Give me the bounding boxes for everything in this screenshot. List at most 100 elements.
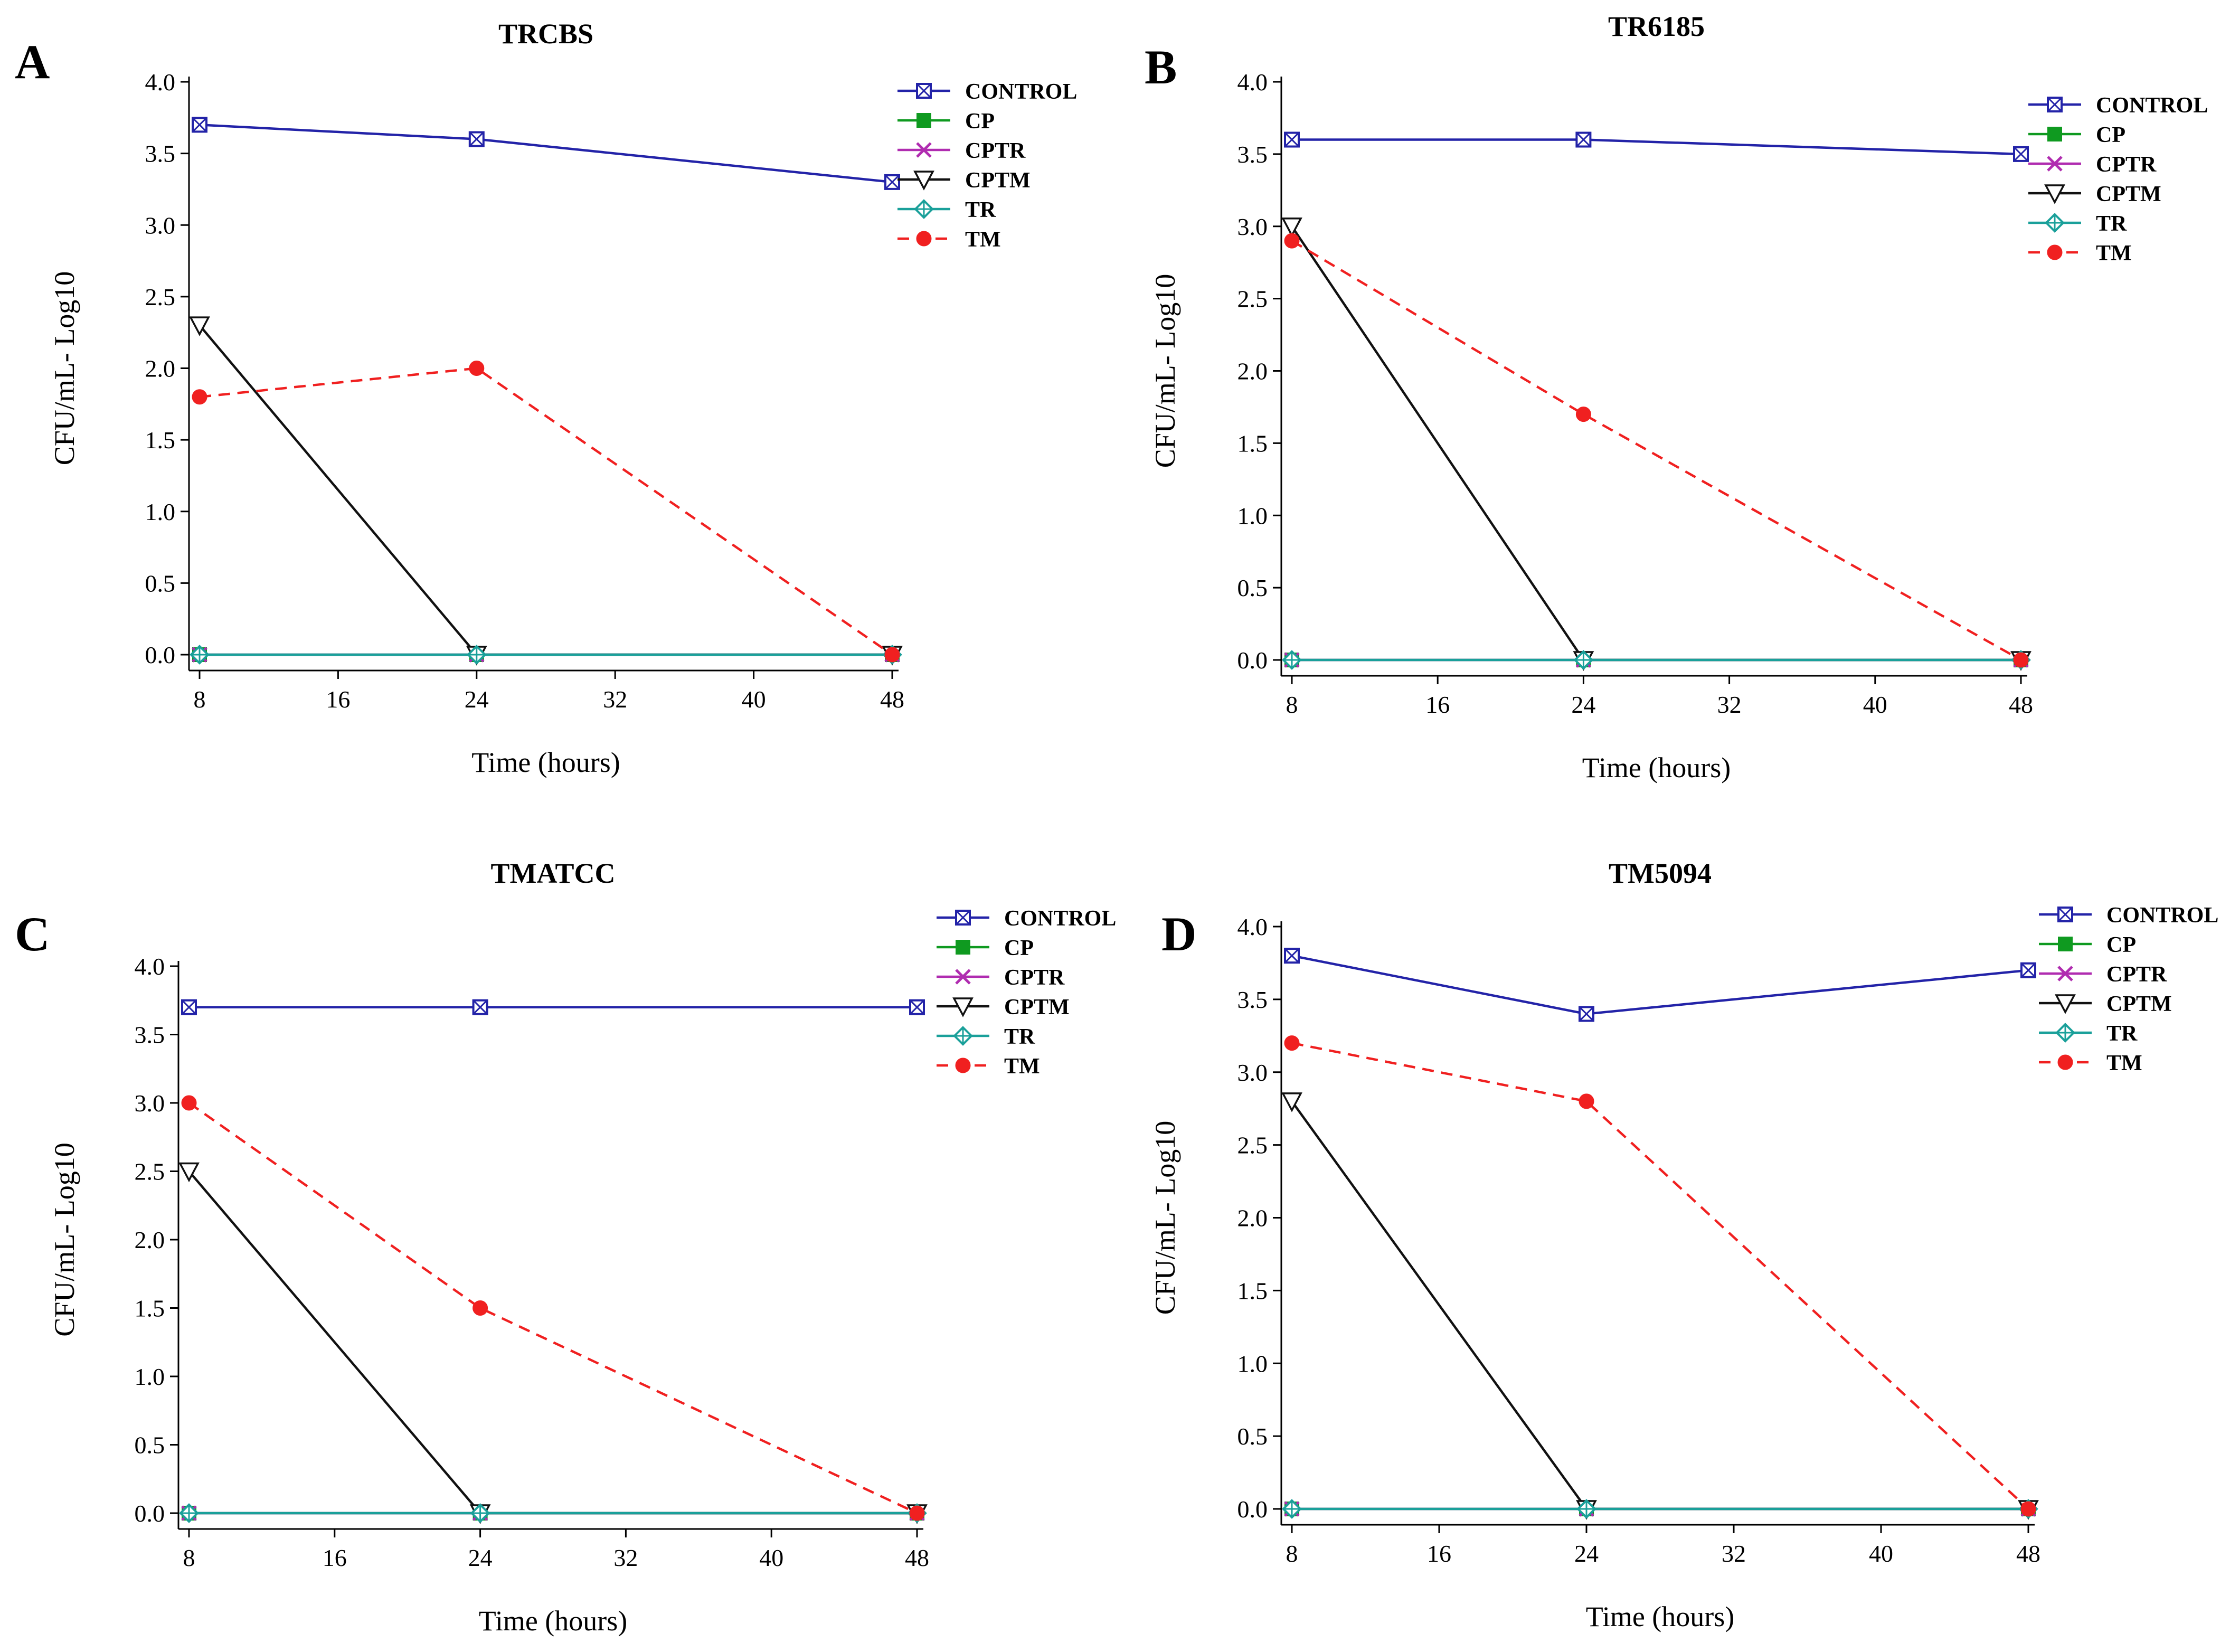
- panel-b-series-tr-point-24-plus: [1575, 652, 1592, 668]
- panel-a-series-tr-point-24-plus: [468, 646, 485, 663]
- panel-c-legend-marker-tr-plus: [955, 1027, 971, 1044]
- panel-a-legend-marker-tm: [916, 231, 932, 247]
- panel-a-x-tick-label: 32: [603, 686, 627, 713]
- panel-a-series-tm-point-24: [469, 361, 485, 376]
- panel-b-x-tick-label: 24: [1571, 691, 1595, 718]
- panel-b-x-axis-label: Time (hours): [1582, 752, 1731, 783]
- panel-b-letter: B: [1145, 40, 1177, 94]
- panel-c-legend-marker-cp: [956, 940, 970, 955]
- panel-d-y-tick-label: 4.0: [1237, 913, 1268, 940]
- panel-b-legend-label-control: CONTROL: [2096, 93, 2208, 118]
- panel-a-series-cptm-point-8: [189, 316, 210, 336]
- panel-b-legend-marker-cptr: [2047, 156, 2063, 172]
- panel-d-x-axis-label: Time (hours): [1586, 1601, 1735, 1632]
- panel-b-legend-marker-tm: [2047, 244, 2063, 260]
- panel-c-legend-label-cp: CP: [1004, 936, 1034, 960]
- panel-c-series-control-point-24-cross: [473, 999, 488, 1015]
- panel-d-legend-marker-tr-plus: [2057, 1024, 2074, 1041]
- panel-a-title: TRCBS: [498, 18, 593, 50]
- panel-c-legend-label-cptm: CPTM: [1004, 995, 1070, 1019]
- panel-d-y-tick-label: 1.5: [1237, 1277, 1268, 1304]
- panel-a-legend-marker-cp: [916, 113, 931, 128]
- panel-a-y-tick-label: 0.5: [145, 570, 176, 597]
- panel-d-y-tick-label: 2.0: [1237, 1205, 1268, 1232]
- panel-c-y-tick-label: 0.0: [135, 1500, 165, 1527]
- panel-c-series-tr-point-24-plus: [471, 1505, 489, 1522]
- panel-c-x-tick-label: 24: [468, 1544, 493, 1571]
- panel-d-y-tick-label: 1.0: [1237, 1350, 1268, 1377]
- panel-d-legend-label-cp: CP: [2106, 933, 2136, 957]
- panel-b-legend-label-cptm: CPTM: [2096, 182, 2161, 206]
- panel-d-y-tick-label: 3.5: [1237, 986, 1268, 1013]
- panel-b-series-cptm-point-8: [1281, 218, 1302, 238]
- panel-a-series-control-line: [199, 124, 893, 184]
- panel-c: C TMATCC 0.0 0.5 1.0 1.5 2.0 2.5 3.0 3.5 4.0 8 16 24 3…: [15, 857, 1116, 1637]
- panel-c-x-axis-label: Time (hours): [479, 1605, 628, 1637]
- panel-b-x-tick-label: 8: [1286, 691, 1298, 718]
- panel-a-legend-label-cp: CP: [965, 109, 995, 134]
- panel-d-legend: CONTROL CP CPTR CPTM TR TM: [2039, 903, 2218, 1075]
- panel-a-series-control-point-24-cross: [469, 131, 484, 147]
- panel-c-x-tick-label: 8: [183, 1544, 195, 1571]
- panel-b-legend-marker-tr-plus: [2046, 214, 2063, 231]
- panel-c-y-tick-label: 1.0: [135, 1363, 165, 1390]
- panel-a-series-control-point-48-cross: [884, 174, 900, 190]
- panel-d-series-tm-point-8: [1284, 1035, 1300, 1051]
- panel-a-legend-marker-cptm: [913, 171, 934, 191]
- panel-d-title: TM5094: [1609, 857, 1712, 889]
- panel-b-series-tr-point-8-plus: [1283, 652, 1300, 668]
- panel-a-series-tr: [190, 645, 902, 665]
- panel-c-x-tick-label: 16: [323, 1544, 347, 1571]
- panel-d-legend-label-tm: TM: [2106, 1051, 2142, 1075]
- panel-d-x-tick-label: 24: [1574, 1540, 1599, 1567]
- panel-c-series-control-point-48-cross: [909, 999, 925, 1015]
- panel-d-legend-label-tr: TR: [2106, 1022, 2138, 1046]
- panel-c-series-tm-point-48: [909, 1505, 925, 1521]
- panel-d-series-control-line: [1291, 954, 2029, 1015]
- panel-b-legend-label-cp: CP: [2096, 123, 2125, 147]
- panel-c-series-cptm: [178, 1162, 928, 1524]
- panel-c-x-tick-label: 40: [759, 1544, 783, 1571]
- panel-d-y-tick-label: 2.5: [1237, 1132, 1268, 1159]
- panel-a-y-tick-label: 3.5: [145, 140, 176, 167]
- panel-c-series-cptm-point-8: [178, 1162, 200, 1183]
- panel-d-series-tm-line: [1291, 1042, 2029, 1510]
- panel-c-legend-marker-control-cross: [955, 910, 971, 926]
- panel-a-y-tick-label: 1.0: [145, 498, 176, 525]
- panel-a-series-tm: [192, 361, 900, 663]
- panel-d-series-tr-point-8-plus: [1283, 1500, 1300, 1517]
- panel-a-x-tick-label: 48: [880, 686, 904, 713]
- panel-d-series-cptm-line: [1291, 1100, 2028, 1511]
- panel-c-legend-label-cptr: CPTR: [1004, 966, 1065, 990]
- panel-b-legend-label-tr: TR: [2096, 212, 2127, 236]
- panel-b-legend-label-tm: TM: [2096, 241, 2132, 266]
- panel-b-x-tick-label: 48: [2009, 691, 2033, 718]
- panel-d-legend-label-cptm: CPTM: [2106, 992, 2172, 1016]
- panel-a-y-tick-label: 1.5: [145, 427, 176, 454]
- panel-a-legend-marker-tr-plus: [915, 201, 932, 218]
- panel-d-legend-marker-cp: [2058, 937, 2073, 951]
- panel-c-legend-label-tm: TM: [1004, 1054, 1040, 1079]
- panel-d-x-tick-label: 8: [1286, 1540, 1298, 1567]
- panel-d-series-control-point-48-cross: [2020, 962, 2036, 978]
- panel-b-series-control-point-8-cross: [1284, 132, 1300, 147]
- panel-b-legend-label-cptr: CPTR: [2096, 153, 2157, 177]
- panel-a-legend-marker-cptr: [916, 142, 932, 158]
- panel-a-y-tick-label: 2.5: [145, 284, 176, 310]
- panel-a-x-tick-label: 40: [742, 686, 766, 713]
- panel-c-series-tm: [181, 1095, 925, 1521]
- panel-c-y-tick-label: 3.5: [135, 1022, 165, 1049]
- panel-c-letter: C: [15, 907, 50, 961]
- panel-d-series-tm-point-48: [2020, 1501, 2036, 1517]
- panel-a-legend-label-cptm: CPTM: [965, 168, 1031, 193]
- panel-c-series-cptm-line: [188, 1170, 917, 1515]
- panel-d-legend-label-cptr: CPTR: [2106, 962, 2167, 987]
- panel-d-series-control-point-24-cross: [1579, 1006, 1594, 1022]
- panel-d-y-axis-label: CFU/mL- Log10: [1149, 1121, 1181, 1315]
- panel-a: A TRCBS 0.0 0.5 1.0 1.5 2.0 2.5 3.0 3.5 4.0 8 16 24 32…: [15, 18, 1077, 778]
- panel-d-series-control: [1284, 948, 2036, 1022]
- panel-a-series-control: [192, 117, 900, 190]
- panel-b-legend: CONTROL CP CPTR CPTM TR TM: [2028, 93, 2208, 266]
- panel-b-series-tm-point-48: [2013, 652, 2029, 668]
